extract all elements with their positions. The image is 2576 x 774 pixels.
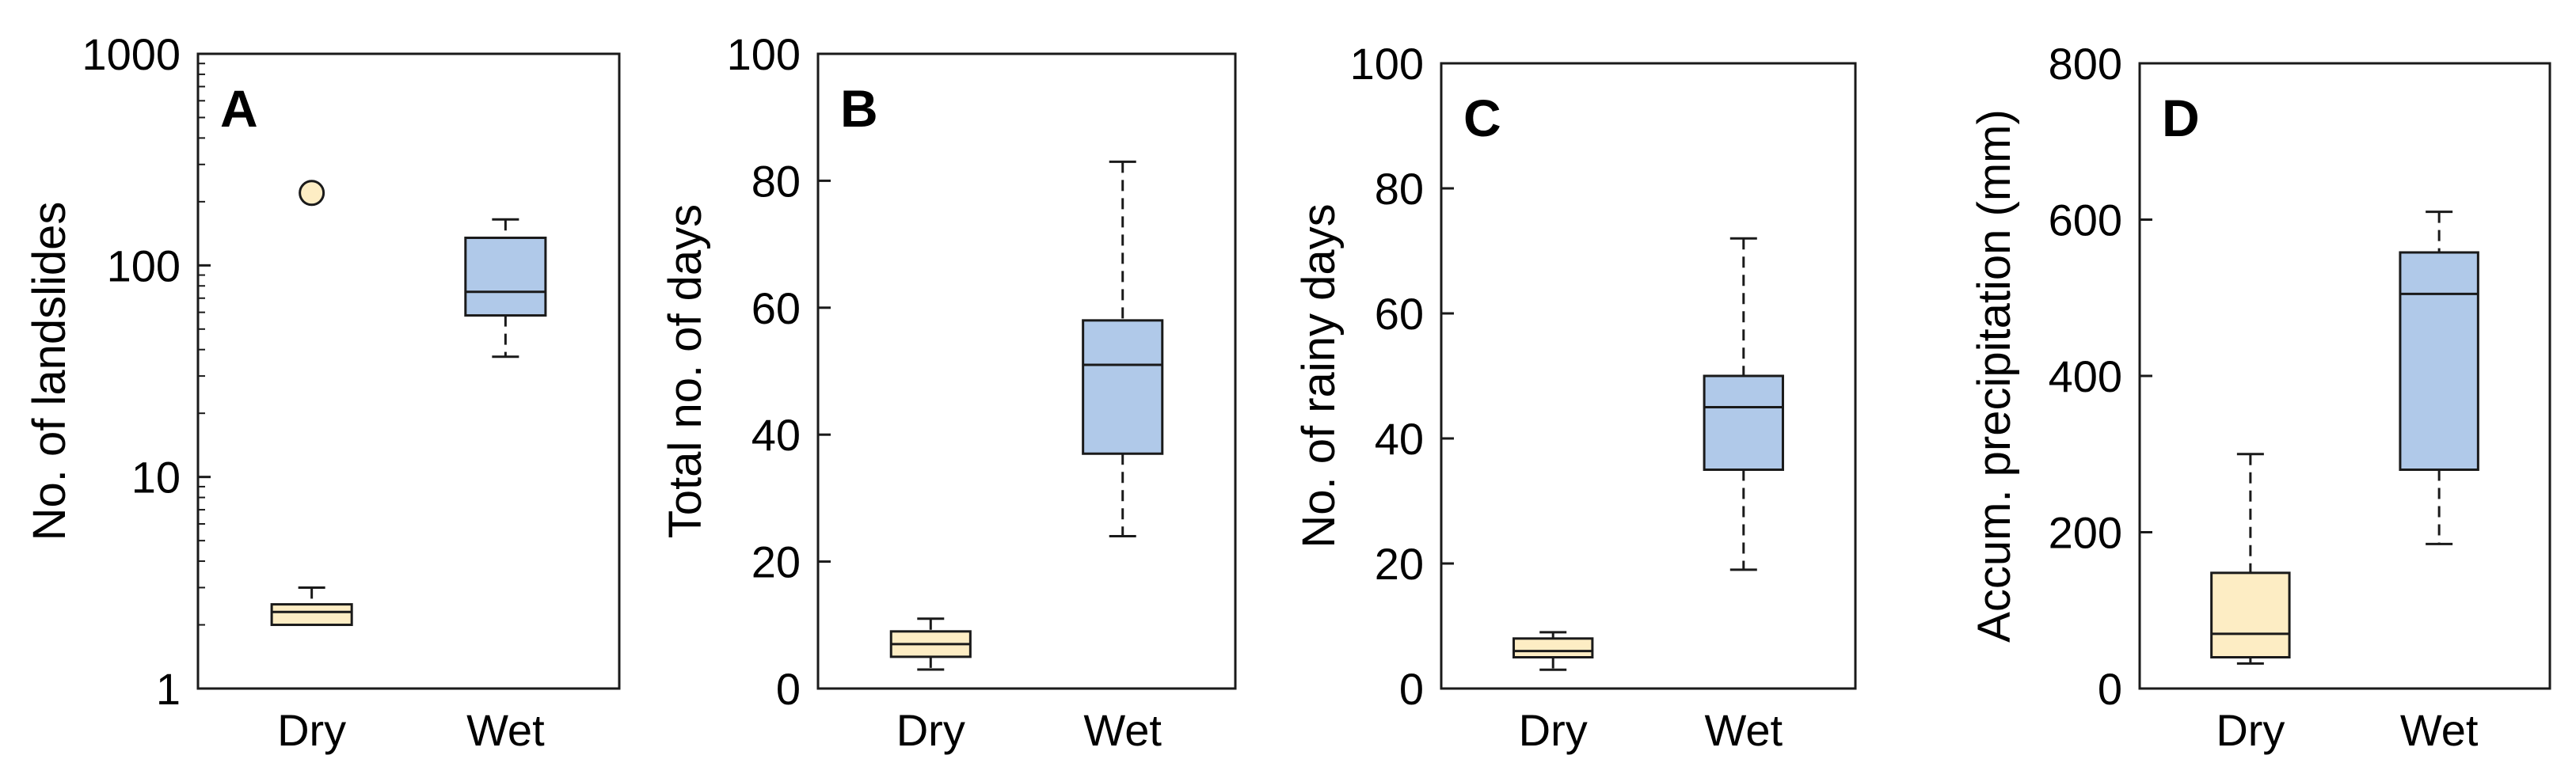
y-axis-title: No. of landslides xyxy=(24,202,75,541)
y-tick-label: 200 xyxy=(2049,508,2122,558)
iqr-box xyxy=(2399,251,2479,471)
x-category-label: Dry xyxy=(1519,705,1588,755)
y-tick-label: 80 xyxy=(751,156,801,206)
panel-letter: C xyxy=(1463,89,1501,147)
x-category-label: Dry xyxy=(277,705,346,755)
iqr-box xyxy=(1703,374,1784,471)
x-category-label: Dry xyxy=(896,705,965,755)
chart-panel-a: 1 10 100 1000 Dry Wet A No. of landslides xyxy=(24,29,621,755)
plot-frame xyxy=(1440,62,1857,690)
chart-panel-d: 0 200 400 600 800 Dry Wet D Accum. precipitation… xyxy=(1969,39,2551,755)
x-category-label: Wet xyxy=(1083,705,1162,755)
iqr-box xyxy=(464,236,547,317)
x-category-label: Dry xyxy=(2216,705,2285,755)
panel-letter: D xyxy=(2162,89,2200,147)
y-tick-label: 80 xyxy=(1375,164,1424,214)
box-dry xyxy=(889,617,972,671)
plot-frame xyxy=(2138,62,2551,690)
outlier-point xyxy=(299,180,325,207)
y-tick-label: 40 xyxy=(751,410,801,460)
chart-panel-b: 0 20 40 60 80 100 Dry Wet B Total no. of days xyxy=(660,29,1237,755)
y-tick-label: 1000 xyxy=(82,29,181,79)
y-tick-label: 100 xyxy=(727,29,801,79)
y-tick-label: 10 xyxy=(131,453,181,503)
panel-letter: B xyxy=(840,79,878,138)
box-wet xyxy=(464,218,547,359)
y-tick-label: 800 xyxy=(2049,39,2122,89)
iqr-box xyxy=(270,603,353,627)
y-axis-title: No. of rainy days xyxy=(1293,203,1345,548)
y-tick-label: 0 xyxy=(1399,664,1424,714)
y-tick-label: 20 xyxy=(751,537,801,587)
y-axis-title: Total no. of days xyxy=(660,204,711,538)
x-category-label: Wet xyxy=(466,705,545,755)
y-tick-label: 1 xyxy=(156,664,181,714)
y-tick-label: 100 xyxy=(1350,39,1424,89)
box-dry xyxy=(2210,453,2291,665)
y-tick-label: 600 xyxy=(2049,195,2122,245)
y-tick-label: 20 xyxy=(1375,539,1424,589)
y-tick-label: 60 xyxy=(1375,289,1424,339)
panel-letter: A xyxy=(220,79,258,138)
plot-frame xyxy=(196,52,621,690)
iqr-box xyxy=(1082,319,1164,455)
box-dry xyxy=(270,180,353,627)
y-tick-label: 100 xyxy=(107,241,181,290)
y-axis-title: Accum. precipitation (mm) xyxy=(1969,109,2020,643)
y-tick-label: 0 xyxy=(2098,664,2122,714)
iqr-box xyxy=(1512,637,1594,658)
box-dry xyxy=(1512,631,1594,671)
box-wet xyxy=(1082,160,1164,538)
plot-frame xyxy=(816,52,1237,690)
y-tick-label: 60 xyxy=(751,283,801,333)
x-category-label: Wet xyxy=(2400,705,2479,755)
iqr-box xyxy=(2210,571,2291,658)
y-tick-label: 40 xyxy=(1375,414,1424,464)
chart-panel-c: 0 20 40 60 80 100 Dry Wet C No. of rainy days xyxy=(1293,39,1857,755)
y-tick-label: 0 xyxy=(776,664,801,714)
x-category-label: Wet xyxy=(1705,705,1783,755)
y-tick-label: 400 xyxy=(2049,351,2122,401)
box-wet xyxy=(2399,211,2479,545)
box-wet xyxy=(1703,237,1784,571)
